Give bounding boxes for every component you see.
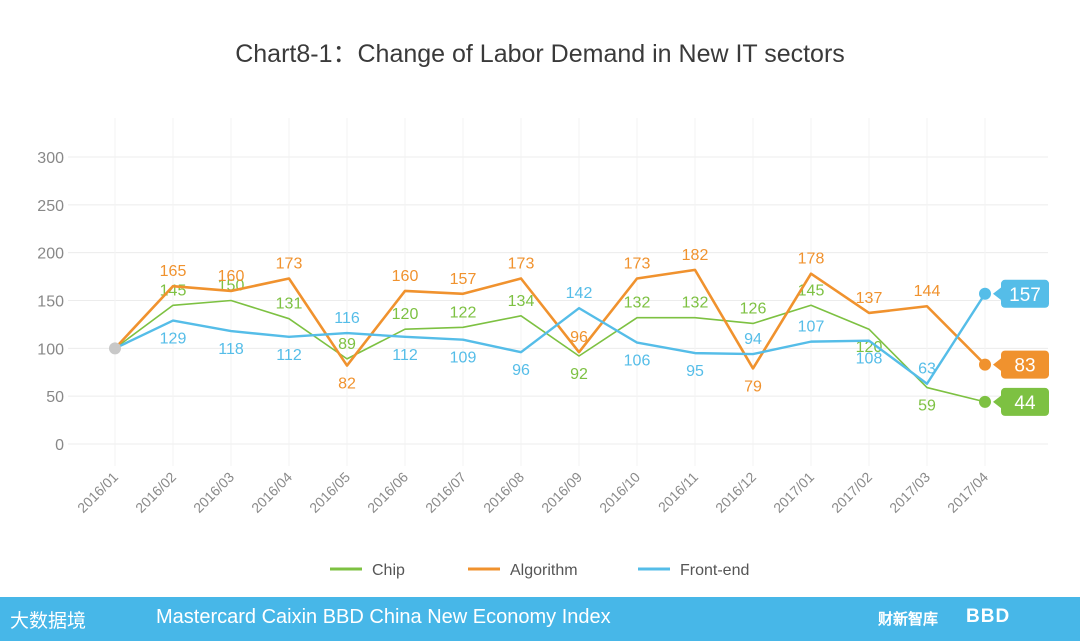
x-tick-label: 2016/11 <box>655 469 702 516</box>
bbd-logo: BBD <box>966 606 1011 627</box>
legend-label: Algorithm <box>510 562 578 579</box>
callout-pointer <box>993 394 1002 409</box>
end-value-callout <box>1001 387 1049 416</box>
data-label: 118 <box>218 341 244 358</box>
series-line-chip <box>114 299 986 403</box>
data-label: 178 <box>798 251 825 268</box>
x-tick-label: 2017/04 <box>944 469 991 516</box>
data-label: 108 <box>856 351 883 368</box>
x-tick-label: 2017/03 <box>886 469 933 516</box>
data-label: 59 <box>918 398 936 415</box>
end-point-marker <box>979 395 991 408</box>
footer-bar: 大数据境 Mastercard Caixin BBD China New Eco… <box>0 597 1080 641</box>
data-label: 96 <box>512 362 530 379</box>
data-label: 116 <box>334 310 360 327</box>
data-label: 120 <box>392 306 419 323</box>
data-label: 126 <box>740 300 767 317</box>
data-label: 182 <box>682 247 709 264</box>
end-value-label: 83 <box>1014 356 1035 377</box>
data-label: 82 <box>338 376 356 393</box>
callout-pointer <box>993 357 1002 372</box>
x-tick-label: 2016/05 <box>306 469 353 516</box>
footer-text: Mastercard Caixin BBD China New Economy … <box>156 606 611 628</box>
end-value-label: 44 <box>1014 393 1036 414</box>
x-tick-label: 2016/07 <box>422 469 469 516</box>
data-label: 63 <box>918 361 936 378</box>
end-point-marker <box>979 358 991 371</box>
y-tick-label: 200 <box>37 246 64 263</box>
y-tick-label: 250 <box>37 198 64 215</box>
end-value-label: 157 <box>1009 285 1041 306</box>
data-label: 160 <box>218 268 245 285</box>
data-label: 134 <box>508 293 535 310</box>
end-value-callout <box>1001 279 1049 308</box>
data-label: 142 <box>566 285 593 302</box>
x-tick-label: 2016/03 <box>190 469 237 516</box>
y-tick-label: 100 <box>37 341 64 358</box>
data-label: 132 <box>624 295 651 312</box>
x-tick-label: 2016/09 <box>538 469 585 516</box>
x-tick-label: 2016/01 <box>74 469 121 516</box>
data-label: 173 <box>624 255 651 272</box>
y-tick-label: 50 <box>46 389 64 406</box>
data-label: 157 <box>450 271 477 288</box>
data-label: 89 <box>338 336 356 353</box>
data-label: 131 <box>276 296 303 313</box>
x-tick-label: 2016/08 <box>480 469 527 516</box>
caixin-logo: 财新智库 <box>878 611 939 628</box>
data-label: 106 <box>624 353 651 370</box>
callout-pointer <box>993 286 1002 301</box>
data-label: 120 <box>856 339 883 356</box>
data-label: 132 <box>682 295 709 312</box>
y-tick-label: 150 <box>37 294 64 311</box>
data-label: 109 <box>450 350 477 367</box>
legend-label: Front-end <box>680 562 749 579</box>
y-tick-label: 300 <box>37 150 64 167</box>
data-label: 95 <box>686 363 704 380</box>
data-label: 92 <box>570 366 588 383</box>
x-tick-label: 2016/06 <box>364 469 411 516</box>
end-value-callout <box>1001 350 1049 379</box>
data-label: 122 <box>450 304 477 321</box>
data-label: 112 <box>276 347 302 364</box>
data-label: 165 <box>160 263 187 280</box>
x-tick-label: 2016/12 <box>712 469 759 516</box>
x-tick-label: 2016/10 <box>596 469 643 516</box>
chart-title: Chart8-1：Change of Labor Demand in New I… <box>235 40 845 68</box>
x-tick-label: 2016/04 <box>248 469 295 516</box>
data-label: 173 <box>276 255 303 272</box>
legend-label: Chip <box>372 562 405 579</box>
y-tick-label: 0 <box>55 437 64 454</box>
data-label: 144 <box>914 283 941 300</box>
series-line-front-end <box>114 293 987 385</box>
series-line-algorithm <box>114 268 986 370</box>
data-label: 173 <box>508 255 535 272</box>
data-label: 129 <box>160 331 187 348</box>
data-label: 137 <box>856 290 883 307</box>
data-label: 96 <box>570 329 588 346</box>
x-tick-label: 2016/02 <box>132 469 179 516</box>
data-label: 160 <box>392 268 419 285</box>
data-label: 107 <box>798 319 825 336</box>
end-point-marker <box>979 287 991 300</box>
x-tick-label: 2017/02 <box>828 469 875 516</box>
big-data-logo: 大数据境 <box>10 611 87 632</box>
data-label: 79 <box>744 378 762 395</box>
data-label: 94 <box>744 331 762 348</box>
data-label: 112 <box>392 347 418 364</box>
x-tick-label: 2017/01 <box>770 469 817 516</box>
start-point-marker <box>109 342 121 355</box>
